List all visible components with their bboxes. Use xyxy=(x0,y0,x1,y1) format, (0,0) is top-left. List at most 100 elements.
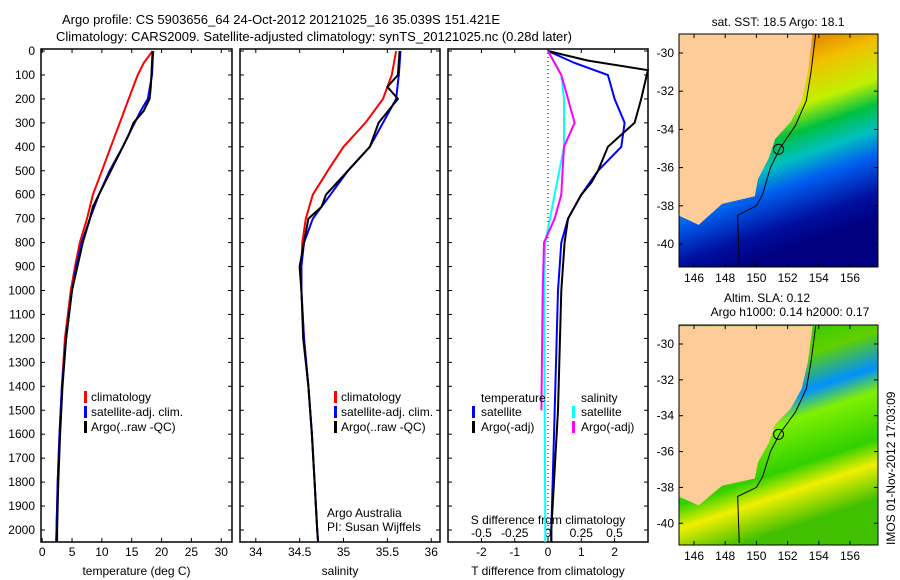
lat-tick-label: -32 xyxy=(657,373,675,387)
s-axis-label: S difference from climatology xyxy=(471,513,626,527)
x-tick-label: 1 xyxy=(578,545,585,559)
x-tick-label: 2 xyxy=(611,545,618,559)
x-tick-label: 20 xyxy=(155,545,169,559)
lon-tick-label: 146 xyxy=(684,271,704,285)
lon-tick-label: 154 xyxy=(809,549,829,563)
side-stamp: IMOS 01-Nov-2012 17:03:09 xyxy=(884,391,898,545)
lat-tick-label: -34 xyxy=(657,122,675,136)
isobath-contour xyxy=(737,33,817,266)
y-tick-label: 0 xyxy=(28,44,35,58)
legend-entry: climatology xyxy=(341,390,401,404)
x-tick-label: 34.5 xyxy=(288,545,312,559)
lon-tick-label: 150 xyxy=(746,271,766,285)
sla-map-title: Altim. SLA: 0.12 xyxy=(724,291,810,305)
sst-map xyxy=(678,33,879,268)
x-axis-label: temperature (deg C) xyxy=(82,564,190,578)
x-tick-label: 5 xyxy=(69,545,76,559)
legend-entry: satellite-adj. clim. xyxy=(91,405,183,419)
profile-location-marker xyxy=(773,143,785,155)
land xyxy=(678,33,813,225)
y-tick-label: 1700 xyxy=(8,451,35,465)
lat-tick-label: -36 xyxy=(657,161,675,175)
lon-tick-label: 156 xyxy=(840,549,860,563)
y-tick-label: 600 xyxy=(15,188,35,202)
legend-entry: satellite xyxy=(581,405,622,419)
series-t-argo-adj- xyxy=(547,50,650,542)
y-tick-label: 1200 xyxy=(8,331,35,345)
legend-entry: satellite-adj. clim. xyxy=(341,405,433,419)
legend-swatch xyxy=(572,421,575,433)
y-tick-label: 1400 xyxy=(8,379,35,393)
s-tick-label: 0.5 xyxy=(606,526,623,540)
legend-swatch xyxy=(472,421,475,433)
lat-tick-label: -34 xyxy=(657,409,675,423)
x-axis-label: T difference from climatology xyxy=(471,564,625,578)
lon-tick-label: 156 xyxy=(840,271,860,285)
y-tick-label: 1900 xyxy=(8,499,35,513)
panel-difference-frame xyxy=(447,48,649,543)
legend-swatch xyxy=(472,406,475,418)
y-tick-label: 300 xyxy=(15,116,35,130)
x-tick-label: 36 xyxy=(425,545,439,559)
lon-tick-label: 146 xyxy=(684,549,704,563)
legend-entry: climatology xyxy=(91,390,151,404)
panel-temperature-frame xyxy=(40,48,233,543)
y-tick-label: 1000 xyxy=(8,284,35,298)
y-tick-label: 1300 xyxy=(8,355,35,369)
panel-salinity-frame xyxy=(239,48,441,543)
x-tick-label: 35.5 xyxy=(376,545,400,559)
legend-title: temperature xyxy=(481,391,546,405)
lat-tick-label: -36 xyxy=(657,445,675,459)
lat-tick-label: -38 xyxy=(657,199,675,213)
x-tick-label: 10 xyxy=(95,545,109,559)
lon-tick-label: 148 xyxy=(715,271,735,285)
y-tick-label: 700 xyxy=(15,212,35,226)
series-argo-raw-qc- xyxy=(298,50,401,543)
legend-swatch xyxy=(572,406,575,418)
legend-swatch xyxy=(84,391,87,403)
lon-tick-label: 152 xyxy=(778,271,798,285)
x-tick-label: 0 xyxy=(39,545,46,559)
land xyxy=(678,326,813,506)
legend-swatch xyxy=(334,406,337,418)
map-frame xyxy=(678,324,879,546)
s-tick-label: 0.25 xyxy=(570,526,594,540)
title-line-2: Climatology: CARS2009. Satellite-adjuste… xyxy=(56,29,572,44)
lon-tick-label: 152 xyxy=(778,549,798,563)
y-tick-label: 900 xyxy=(15,260,35,274)
y-tick-label: 1100 xyxy=(9,307,35,321)
sla-map-subtitle: Argo h1000: 0.14 h2000: 0.17 xyxy=(711,305,870,319)
legend-title: salinity xyxy=(581,391,618,405)
legend-entry: Argo(-adj) xyxy=(581,420,634,434)
x-tick-label: -2 xyxy=(476,545,487,559)
series-satellite-adj-clim- xyxy=(300,50,402,543)
y-tick-label: 400 xyxy=(15,140,35,154)
x-tick-label: 34 xyxy=(249,545,263,559)
y-tick-label: 2000 xyxy=(8,523,35,537)
legend-entry: satellite xyxy=(481,405,522,419)
y-tick-label: 800 xyxy=(15,236,35,250)
sst-map-title: sat. SST: 18.5 Argo: 18.1 xyxy=(712,15,845,29)
lat-tick-label: -30 xyxy=(657,46,675,60)
series-s-satellite xyxy=(542,50,565,542)
lon-tick-label: 154 xyxy=(809,271,829,285)
profile-location-marker xyxy=(773,428,785,440)
x-tick-label: 30 xyxy=(215,545,229,559)
annotation-line: PI: Susan Wijffels xyxy=(327,520,421,534)
series-t-satellite xyxy=(547,50,626,542)
lat-tick-label: -38 xyxy=(657,480,675,494)
y-tick-label: 500 xyxy=(15,164,35,178)
y-tick-label: 1600 xyxy=(8,427,35,441)
isobath-contour xyxy=(737,326,817,544)
series-s-argo-adj- xyxy=(540,50,576,411)
lat-tick-label: -30 xyxy=(657,337,675,351)
y-tick-label: 100 xyxy=(15,68,35,82)
s-tick-label: -0.25 xyxy=(501,526,529,540)
annotation-line: Argo Australia xyxy=(327,506,402,520)
legend-entry: Argo(..raw -QC) xyxy=(341,420,426,434)
legend-swatch xyxy=(84,406,87,418)
legend-entry: Argo(-adj) xyxy=(481,420,534,434)
x-tick-label: 35 xyxy=(337,545,351,559)
